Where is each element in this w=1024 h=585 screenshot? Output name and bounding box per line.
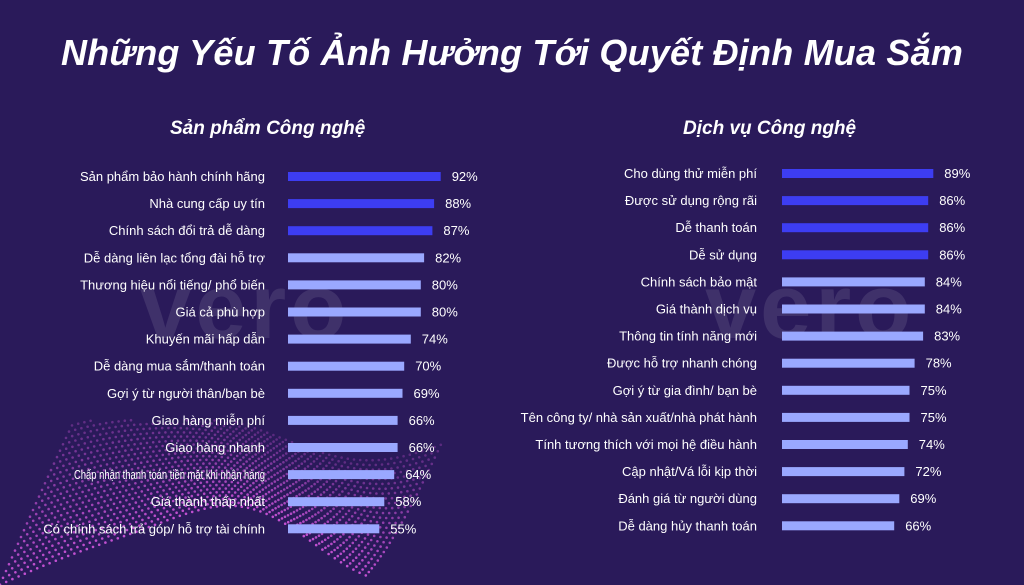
products-value-label: 82% [435, 250, 461, 265]
products-bar [288, 253, 425, 263]
products-value-label: 88% [445, 196, 471, 211]
products-category-label: Giá thành thấp nhất [151, 494, 266, 509]
services-value-label: 78% [926, 356, 952, 371]
products-bar [288, 307, 421, 317]
products-value-label: 58% [395, 494, 421, 509]
products-category-label: Có chính sách trả góp/ hỗ trợ tài chính [43, 521, 265, 536]
services-bar [782, 385, 910, 395]
products-value-label: 87% [443, 223, 469, 238]
services-category-label: Dễ sử dụng [689, 247, 757, 262]
services-value-label: 89% [944, 166, 970, 181]
services-bar [782, 304, 925, 314]
services-category-label: Dễ dàng hủy thanh toán [618, 518, 757, 533]
products-category-label: Nhà cung cấp uy tín [149, 196, 265, 211]
services-bar [782, 467, 905, 477]
products-value-label: 66% [409, 440, 435, 455]
services-value-label: 84% [936, 274, 962, 289]
products-bar [288, 470, 395, 480]
services-category-label: Được hỗ trợ nhanh chóng [607, 356, 757, 371]
chart-products: Sản phẩm bảo hành chính hãng 92% Nhà cung … [43, 169, 478, 536]
services-value-label: 84% [936, 302, 962, 317]
products-value-label: 69% [414, 386, 440, 401]
services-bar [782, 331, 924, 341]
products-bar [288, 226, 433, 236]
products-bar [288, 172, 441, 181]
products-category-label: Thương hiệu nổi tiếng/ phổ biến [80, 277, 265, 292]
services-value-label: 66% [905, 518, 931, 533]
services-category-label: Thông tin tính năng mới [619, 329, 757, 344]
products-bar [288, 388, 403, 398]
services-bar [782, 412, 910, 422]
services-category-label: Tính tương thích với mọi hệ điều hành [535, 437, 757, 452]
products-value-label: 80% [432, 277, 458, 292]
products-bar [288, 361, 405, 371]
services-bar [782, 494, 900, 504]
products-category-label: Chấp nhận thanh toán tiền mặt khi nhận h… [74, 467, 265, 482]
products-category-label: Giá cả phù hợp [176, 305, 265, 320]
services-category-label: Đánh giá từ người dùng [618, 491, 757, 506]
services-category-label: Tên công ty/ nhà sản xuất/nhà phát hành [521, 410, 757, 425]
services-bar [782, 358, 915, 368]
services-category-label: Chính sách bảo mật [641, 274, 758, 289]
products-value-label: 70% [415, 359, 441, 374]
services-category-label: Cho dùng thử miễn phí [624, 166, 757, 181]
products-category-label: Giao hàng nhanh [165, 440, 265, 455]
products-category-label: Dễ dàng liên lạc tổng đài hỗ trợ [84, 250, 266, 265]
services-bar [782, 169, 934, 178]
services-value-label: 72% [915, 464, 941, 479]
services-category-label: Được sử dụng rộng rãi [625, 193, 757, 208]
products-value-label: 64% [405, 467, 431, 482]
services-bar [782, 250, 929, 260]
products-category-label: Khuyến mãi hấp dẫn [146, 332, 265, 347]
products-bar [288, 280, 421, 290]
products-category-label: Chính sách đổi trả dễ dàng [109, 223, 265, 238]
products-value-label: 92% [452, 169, 478, 184]
services-value-label: 86% [939, 220, 965, 235]
services-bar [782, 440, 908, 449]
products-value-label: 66% [409, 413, 435, 428]
services-category-label: Giá thành dịch vụ [656, 302, 757, 317]
services-category-label: Gợi ý từ gia đình/ bạn bè [613, 383, 757, 398]
products-bar [288, 443, 398, 452]
services-value-label: 75% [921, 410, 947, 425]
products-bar [288, 415, 398, 425]
products-bar [288, 497, 385, 507]
products-value-label: 74% [422, 332, 448, 347]
products-value-label: 55% [390, 521, 416, 536]
services-value-label: 69% [910, 491, 936, 506]
products-category-label: Dễ dàng mua sắm/thanh toán [94, 359, 265, 374]
services-category-label: Cập nhật/Vá lỗi kịp thời [622, 464, 757, 479]
panel-title-services: Dịch vụ Công nghệ [683, 118, 857, 139]
services-value-label: 75% [921, 383, 947, 398]
services-bar [782, 196, 929, 206]
page-title: Những Yếu Tố Ảnh Hưởng Tới Quyết Định Mu… [60, 32, 964, 73]
products-bar [288, 199, 435, 209]
panel-title-products: Sản phẩm Công nghệ [170, 118, 366, 139]
services-value-label: 86% [939, 193, 965, 208]
services-value-label: 74% [919, 437, 945, 452]
products-bar [288, 334, 411, 344]
products-value-label: 80% [432, 305, 458, 320]
products-category-label: Giao hàng miễn phí [152, 413, 266, 428]
services-value-label: 86% [939, 247, 965, 262]
services-bar [782, 521, 895, 531]
services-category-label: Dễ thanh toán [675, 220, 757, 235]
services-value-label: 83% [934, 329, 960, 344]
services-bar [782, 223, 929, 233]
products-category-label: Sản phẩm bảo hành chính hãng [80, 169, 265, 184]
products-category-label: Gợi ý từ người thân/bạn bè [107, 386, 265, 401]
products-bar [288, 524, 380, 534]
services-bar [782, 277, 925, 287]
